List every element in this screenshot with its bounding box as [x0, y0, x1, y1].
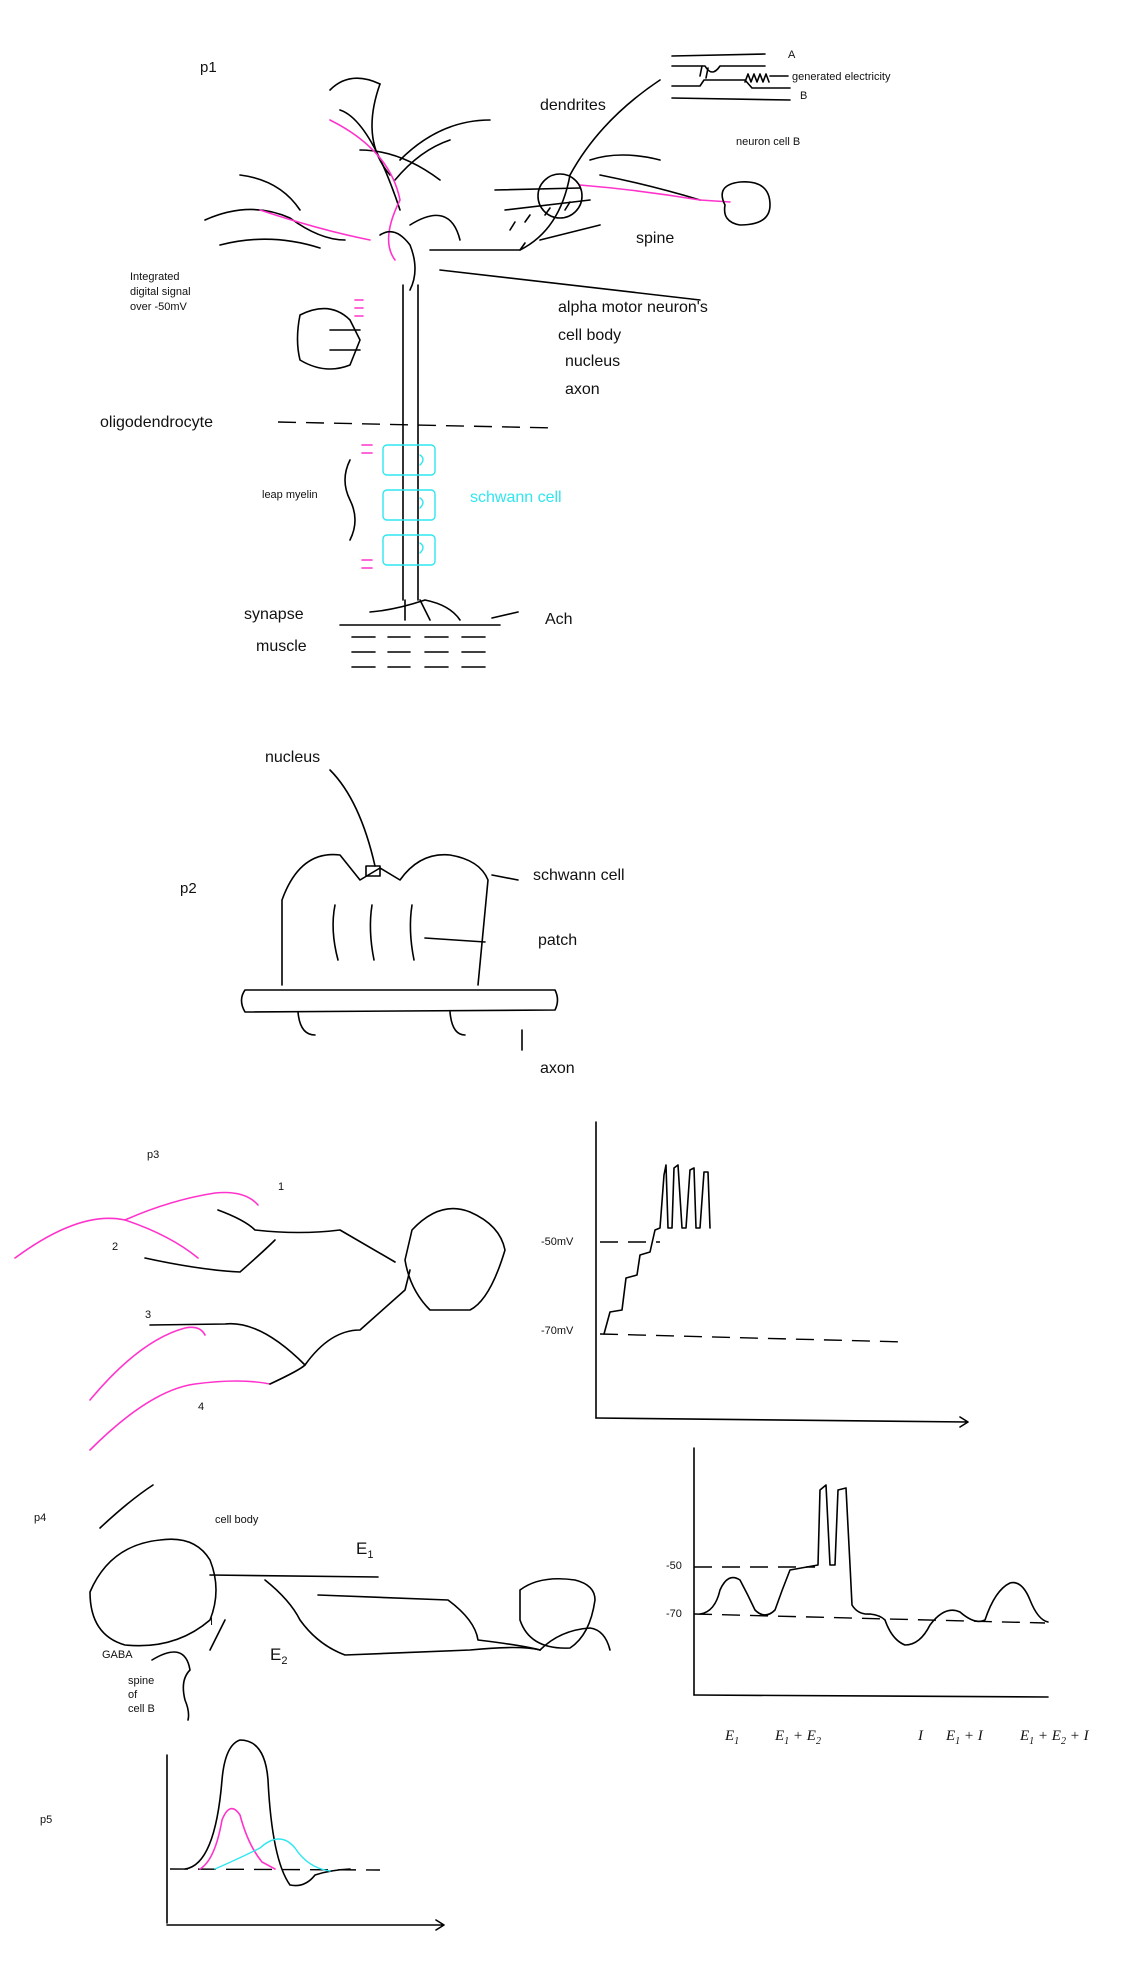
dendrite-tree [204, 77, 701, 301]
excitatory-signal-path [259, 119, 731, 261]
input-1-dendrite-excitatory [14, 1191, 259, 1259]
saltatory-conduction-marks [361, 444, 373, 569]
panel-p5: p5 [40, 1739, 445, 1931]
p1-panel-label: p1 [200, 59, 217, 76]
oligodendrocyte-body [296, 307, 361, 370]
schwann-cell-label: schwann cell [470, 489, 562, 506]
gaba-spine [151, 1651, 191, 1721]
p4-psp-trace [699, 1484, 1049, 1646]
p4-x-category-label: E1 + E2 + I [1019, 1728, 1090, 1747]
p2-nucleus-label: nucleus [265, 749, 320, 766]
p4-cell-body [89, 1538, 217, 1647]
p4-rest-line [693, 1613, 1046, 1624]
input-2-label: 2 [112, 1241, 118, 1253]
spine-of-cell-b-label-1: spine [128, 1675, 154, 1687]
p4-graph-x-axis [693, 1694, 1049, 1698]
p4-x-category-label: E1 + I [945, 1728, 984, 1747]
spine-of-cell-b-label-3: cell B [128, 1703, 155, 1715]
nucleus-label: nucleus [565, 353, 620, 370]
cell-body-outline [379, 230, 416, 291]
neuron-cell-b-body [721, 181, 771, 226]
p2-axon [240, 989, 559, 1013]
muscle-fibers [351, 636, 486, 668]
spine-highlight-circle [537, 173, 583, 219]
p3-cell-body [404, 1207, 506, 1311]
p2-panel-label: p2 [180, 880, 197, 897]
p5-epsp-1-trace [199, 1807, 276, 1870]
p2-axon-label: axon [540, 1060, 575, 1077]
p2-schwann-cell-label: schwann cell [533, 867, 625, 884]
membrane-patch-1 [332, 904, 339, 961]
membrane-patch-2 [369, 904, 375, 961]
membrane-inset: A generated electricity B [671, 49, 891, 102]
p2-nucleus [365, 865, 381, 877]
p5-panel-label: p5 [40, 1814, 52, 1826]
integrated-signal-label-1: Integrated [130, 271, 180, 283]
input-3-label: 3 [145, 1309, 151, 1321]
p2-patch-label: patch [538, 932, 577, 949]
p3-graph-x-axis [595, 1416, 969, 1428]
axon-upper [402, 284, 419, 601]
input-4-label: 4 [198, 1401, 204, 1413]
input-1-label: 1 [278, 1181, 284, 1193]
p3-rest-line [599, 1333, 906, 1343]
spine-label: spine [636, 230, 674, 247]
p4-x-category-label: I [917, 1728, 924, 1744]
ach-label: Ach [545, 611, 573, 628]
oligodendrocyte-label: oligodendrocyte [100, 414, 213, 431]
schwann-cell-2 [382, 489, 436, 521]
p5-summed-trace [184, 1739, 351, 1887]
dendrite-spines [494, 187, 601, 241]
p5-epsp-2-trace [214, 1838, 331, 1872]
p3-rest-label: -70mV [541, 1325, 574, 1337]
muscle-label: muscle [256, 638, 307, 655]
p4-inhibitory-mark: I [210, 1616, 213, 1628]
membrane-patch-3 [409, 904, 415, 961]
integrated-signal-label-3: over -50mV [130, 301, 188, 313]
panel-p3: p3 1 2 3 4 -50mV -70mV [14, 1121, 969, 1451]
p4-x-category-labels: E1 E1 + E2 I E1 + I E1 + E2 + I [724, 1728, 1090, 1747]
cell-body-label: cell body [558, 327, 621, 344]
axon-label: axon [565, 381, 600, 398]
p4-x-category-label: E1 + E2 [774, 1728, 821, 1747]
schwann-cell-3 [382, 534, 436, 566]
schwann-cell-1 [382, 444, 436, 476]
p4-x-category-label: E1 [724, 1728, 739, 1747]
p4-cell-body-label: cell body [215, 1514, 259, 1526]
p3-panel-label: p3 [147, 1149, 159, 1161]
synapse-label: synapse [244, 606, 304, 623]
p4-target-cell [519, 1577, 596, 1649]
spine-of-cell-b-label-2: of [128, 1689, 138, 1701]
inset-label-b: B [800, 90, 807, 102]
cns-pns-boundary [277, 421, 556, 429]
p4-e2-mark: E2 [270, 1645, 287, 1667]
neuron-cell-b-label: neuron cell B [736, 136, 800, 148]
p3-summation-trace [603, 1164, 711, 1335]
alpha-motor-neuron-label: alpha motor neuron's [558, 299, 708, 316]
p4-panel-label: p4 [34, 1512, 46, 1524]
generated-electricity-label: generated electricity [792, 71, 891, 83]
dendrites-label: dendrites [540, 97, 606, 114]
gaba-label: GABA [102, 1649, 133, 1661]
inset-label-a: A [788, 49, 796, 61]
panel-p2: p2 nucleus schwann cell patch axon [180, 749, 625, 1077]
integrated-signal-label-2: digital signal [130, 286, 191, 298]
p5-graph-x-axis [166, 1919, 445, 1931]
p4-e1-mark: E1 [356, 1539, 373, 1561]
leap-myelin-label: leap myelin [262, 489, 318, 501]
panel-p4: p4 cell body E1 E2 I GABA spine of cell … [34, 1447, 1090, 1747]
p4-threshold-label: -50 [666, 1560, 682, 1572]
schwann-cell-p2 [281, 853, 489, 986]
panel-p1: p1 A generated electricity B [100, 49, 891, 668]
p3-threshold-label: -50mV [541, 1236, 574, 1248]
input-4-dendrite-excitatory [89, 1326, 206, 1401]
schwann-cell-group[interactable] [382, 444, 436, 566]
p4-rest-label: -70 [666, 1608, 682, 1620]
